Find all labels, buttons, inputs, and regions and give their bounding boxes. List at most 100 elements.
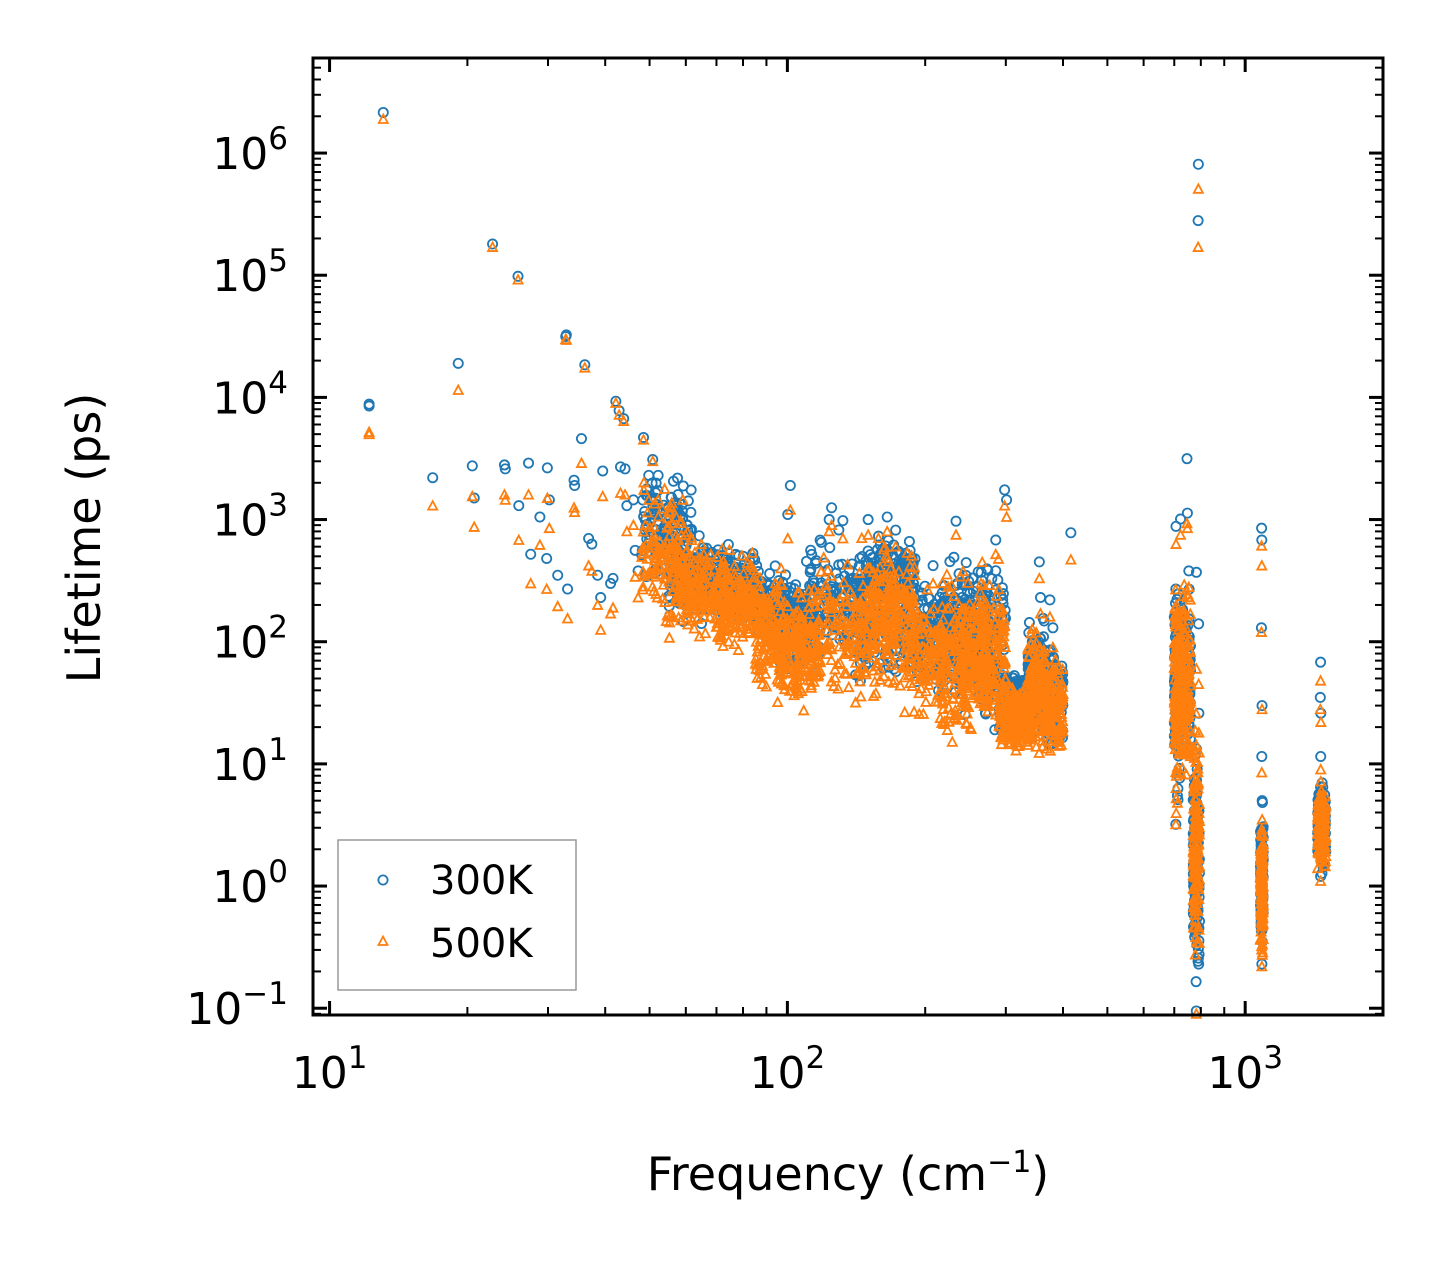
data-point-300K	[810, 557, 822, 569]
data-point-500K	[1000, 699, 1013, 711]
data-point-300K	[975, 566, 987, 578]
data-point-500K	[867, 689, 880, 701]
data-point-500K	[960, 717, 973, 729]
data-point-500K	[803, 650, 816, 662]
data-point-500K	[860, 667, 873, 680]
data-point-500K	[791, 684, 804, 696]
data-point-500K	[936, 600, 949, 612]
data-point-500K	[1022, 650, 1035, 662]
data-point-500K	[886, 656, 899, 668]
data-point-500K	[898, 611, 911, 624]
data-point-500K	[964, 679, 977, 691]
data-point-500K	[898, 705, 911, 718]
data-point-500K	[1003, 696, 1016, 709]
data-point-500K	[748, 570, 761, 583]
data-point-500K	[868, 675, 881, 687]
data-point-500K	[759, 667, 772, 679]
data-point-500K	[891, 621, 904, 633]
data-point-500K	[855, 631, 868, 643]
data-point-500K	[774, 561, 787, 574]
data-point-300K	[640, 514, 652, 526]
data-point-500K	[848, 599, 861, 612]
data-point-500K	[791, 673, 804, 685]
data-point-500K	[801, 637, 813, 650]
data-point-500K	[661, 536, 674, 548]
data-point-500K	[777, 662, 790, 674]
data-point-500K	[691, 612, 704, 624]
data-point-500K	[990, 633, 1003, 645]
data-point-500K	[844, 632, 857, 644]
data-point-500K	[907, 622, 920, 635]
data-point-500K	[909, 635, 922, 647]
data-point-500K	[661, 511, 674, 524]
data-point-300K	[597, 465, 609, 477]
data-point-500K	[910, 655, 923, 668]
data-point-500K	[727, 612, 740, 624]
data-point-500K	[754, 571, 767, 583]
data-point-500K	[972, 692, 985, 704]
data-point-500K	[735, 620, 748, 632]
data-point-500K	[914, 663, 927, 676]
data-point-500K	[749, 652, 762, 664]
data-point-500K	[838, 647, 851, 660]
data-point-500K	[946, 682, 959, 695]
data-point-500K	[972, 666, 985, 678]
data-point-300K	[1183, 565, 1195, 577]
data-point-300K	[1193, 618, 1205, 630]
data-point-500K	[997, 661, 1010, 673]
data-point-500K	[812, 620, 825, 632]
data-point-500K	[927, 668, 940, 680]
data-point-500K	[962, 622, 975, 634]
data-point-300K	[363, 400, 375, 412]
data-point-500K	[723, 601, 736, 613]
data-point-500K	[1011, 736, 1024, 748]
data-point-300K	[1190, 976, 1202, 988]
data-point-500K	[1038, 654, 1051, 667]
data-point-500K	[996, 687, 1009, 700]
data-point-500K	[821, 647, 834, 660]
data-point-300K	[668, 475, 680, 487]
data-point-500K	[981, 705, 994, 717]
data-point-300K	[607, 572, 619, 584]
data-point-500K	[961, 609, 974, 621]
data-point-500K	[883, 609, 896, 621]
data-point-500K	[749, 611, 762, 623]
data-point-500K	[1009, 714, 1022, 726]
data-point-500K	[786, 643, 799, 656]
data-point-500K	[934, 618, 947, 631]
data-point-300K	[523, 457, 535, 469]
data-point-500K	[1000, 728, 1013, 741]
data-point-500K	[712, 630, 725, 642]
data-point-500K	[971, 607, 984, 620]
data-point-500K	[998, 613, 1011, 625]
data-point-500K	[894, 679, 907, 691]
data-point-500K	[733, 626, 746, 638]
data-point-500K	[718, 573, 731, 585]
data-point-500K	[837, 575, 850, 588]
data-point-500K	[1030, 636, 1043, 648]
data-point-500K	[942, 701, 955, 713]
data-point-300K	[1256, 700, 1268, 712]
data-point-300K	[830, 583, 842, 595]
data-point-500K	[753, 579, 766, 591]
data-point-500K	[808, 582, 821, 595]
data-point-500K	[946, 735, 959, 747]
data-point-500K	[776, 632, 789, 645]
data-point-300K	[950, 515, 962, 527]
data-point-500K	[829, 663, 842, 675]
data-point-500K	[664, 501, 677, 513]
data-point-500K	[902, 668, 915, 680]
data-point-500K	[733, 607, 746, 620]
data-point-500K	[881, 610, 894, 622]
data-point-500K	[769, 576, 782, 589]
data-point-500K	[737, 566, 750, 579]
data-point-500K	[667, 584, 680, 596]
data-point-500K	[688, 555, 701, 567]
data-point-500K	[776, 623, 789, 635]
data-point-300K	[990, 534, 1002, 546]
data-point-500K	[699, 554, 712, 566]
data-point-500K	[850, 637, 863, 649]
data-point-500K	[703, 588, 716, 601]
data-point-500K	[821, 636, 834, 649]
data-point-300K	[650, 477, 662, 489]
